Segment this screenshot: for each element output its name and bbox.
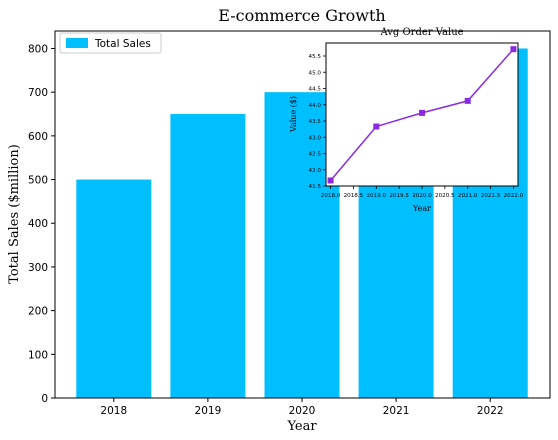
- inset-y-tick-label-44.0: 44.0: [309, 103, 322, 109]
- inset-point-2020: [419, 109, 425, 116]
- inset-x-tick-label-2019.0: 2019.0: [366, 193, 386, 199]
- inset-y-tick-label-42.5: 42.5: [309, 152, 322, 158]
- inset-x-tick-label-2021.5: 2021.5: [481, 193, 501, 199]
- bar-2019: [170, 114, 246, 398]
- main-x-axis-label: Year: [286, 419, 317, 434]
- y-tick-label-100: 100: [28, 349, 48, 361]
- x-tick-label-2022: 2022: [477, 405, 504, 417]
- inset-y-tick-label-43.0: 43.0: [309, 135, 322, 141]
- bar-2018: [76, 179, 152, 398]
- inset-x-tick-label-2020.5: 2020.5: [435, 193, 455, 199]
- y-tick-label-800: 800: [28, 43, 48, 55]
- y-tick-label-600: 600: [28, 131, 48, 143]
- inset-y-tick-label-45.0: 45.0: [309, 70, 322, 76]
- main-plot-frame: [54, 30, 551, 399]
- inset-point-2019: [373, 123, 380, 130]
- x-tick-label-2019: 2019: [195, 405, 222, 417]
- inset-y-tick-label-43.5: 43.5: [309, 119, 322, 125]
- inset-x-axis-ticks: 2018.0 2018.5 2019.0 2019.5 2020.0 2020.5 2021…: [321, 186, 524, 199]
- legend-label-total-sales: Total Sales: [94, 38, 151, 50]
- inset-chart-title: Avg Order Value: [379, 27, 463, 38]
- inset-points-group: [327, 46, 517, 184]
- main-chart-title: E-commerce Growth: [218, 6, 385, 25]
- inset-y-axis-ticks: 41.5 42.0 42.5 43.0 43.5 44.0 44.5 45.0 45.5: [309, 54, 326, 190]
- inset-x-tick-label-2021.0: 2021.0: [458, 193, 478, 199]
- legend-swatch-total-sales: [66, 38, 88, 48]
- inset-chart: Avg Order Value 41.5 42.0 42.5 43.0 43.5 44.0…: [289, 27, 524, 213]
- y-tick-label-0: 0: [41, 393, 48, 405]
- legend: Total Sales: [59, 32, 162, 54]
- inset-y-tick-label-45.5: 45.5: [309, 54, 322, 60]
- inset-plot-frame: [325, 42, 519, 187]
- y-tick-label-300: 300: [28, 262, 48, 274]
- inset-point-2021: [464, 97, 471, 104]
- inset-x-tick-label-2020.0: 2020.0: [412, 193, 432, 199]
- y-tick-label-200: 200: [28, 306, 48, 318]
- x-tick-label-2020: 2020: [289, 405, 316, 417]
- inset-y-tick-label-41.5: 41.5: [309, 184, 322, 190]
- inset-x-tick-label-2018.5: 2018.5: [344, 193, 364, 199]
- inset-point-2022: [510, 46, 517, 53]
- x-tick-label-2021: 2021: [383, 405, 410, 417]
- inset-x-tick-label-2019.5: 2019.5: [389, 193, 409, 199]
- y-tick-label-700: 700: [28, 87, 48, 99]
- inset-point-2018: [327, 177, 334, 184]
- x-tick-label-2018: 2018: [100, 405, 127, 417]
- main-x-axis-ticks: 2018 2019 2020 2021 2022: [100, 398, 504, 417]
- main-y-axis-label: Total Sales ($million): [7, 144, 22, 284]
- inset-x-tick-label-2018.0: 2018.0: [321, 193, 341, 199]
- inset-y-tick-label-42.0: 42.0: [309, 168, 322, 174]
- y-tick-label-500: 500: [28, 175, 48, 187]
- inset-x-tick-label-2022.0: 2022.0: [504, 193, 524, 199]
- y-tick-label-400: 400: [28, 218, 48, 230]
- inset-x-axis-label: Year: [412, 204, 431, 213]
- inset-y-axis-label: Value ($): [289, 96, 298, 133]
- main-y-axis-ticks: 0 100 200 300 400 500 600 700 800: [28, 43, 55, 405]
- inset-y-tick-label-44.5: 44.5: [309, 87, 322, 93]
